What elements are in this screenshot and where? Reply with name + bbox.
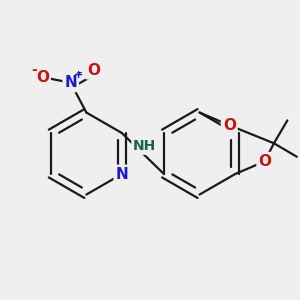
Text: +: + bbox=[74, 70, 83, 80]
Text: NH: NH bbox=[133, 140, 156, 154]
Text: O: O bbox=[87, 62, 100, 77]
Text: N: N bbox=[116, 167, 128, 182]
Text: O: O bbox=[223, 118, 236, 133]
Text: N: N bbox=[64, 75, 77, 90]
Text: -: - bbox=[32, 63, 37, 77]
Text: O: O bbox=[258, 154, 271, 169]
Text: O: O bbox=[36, 70, 49, 85]
